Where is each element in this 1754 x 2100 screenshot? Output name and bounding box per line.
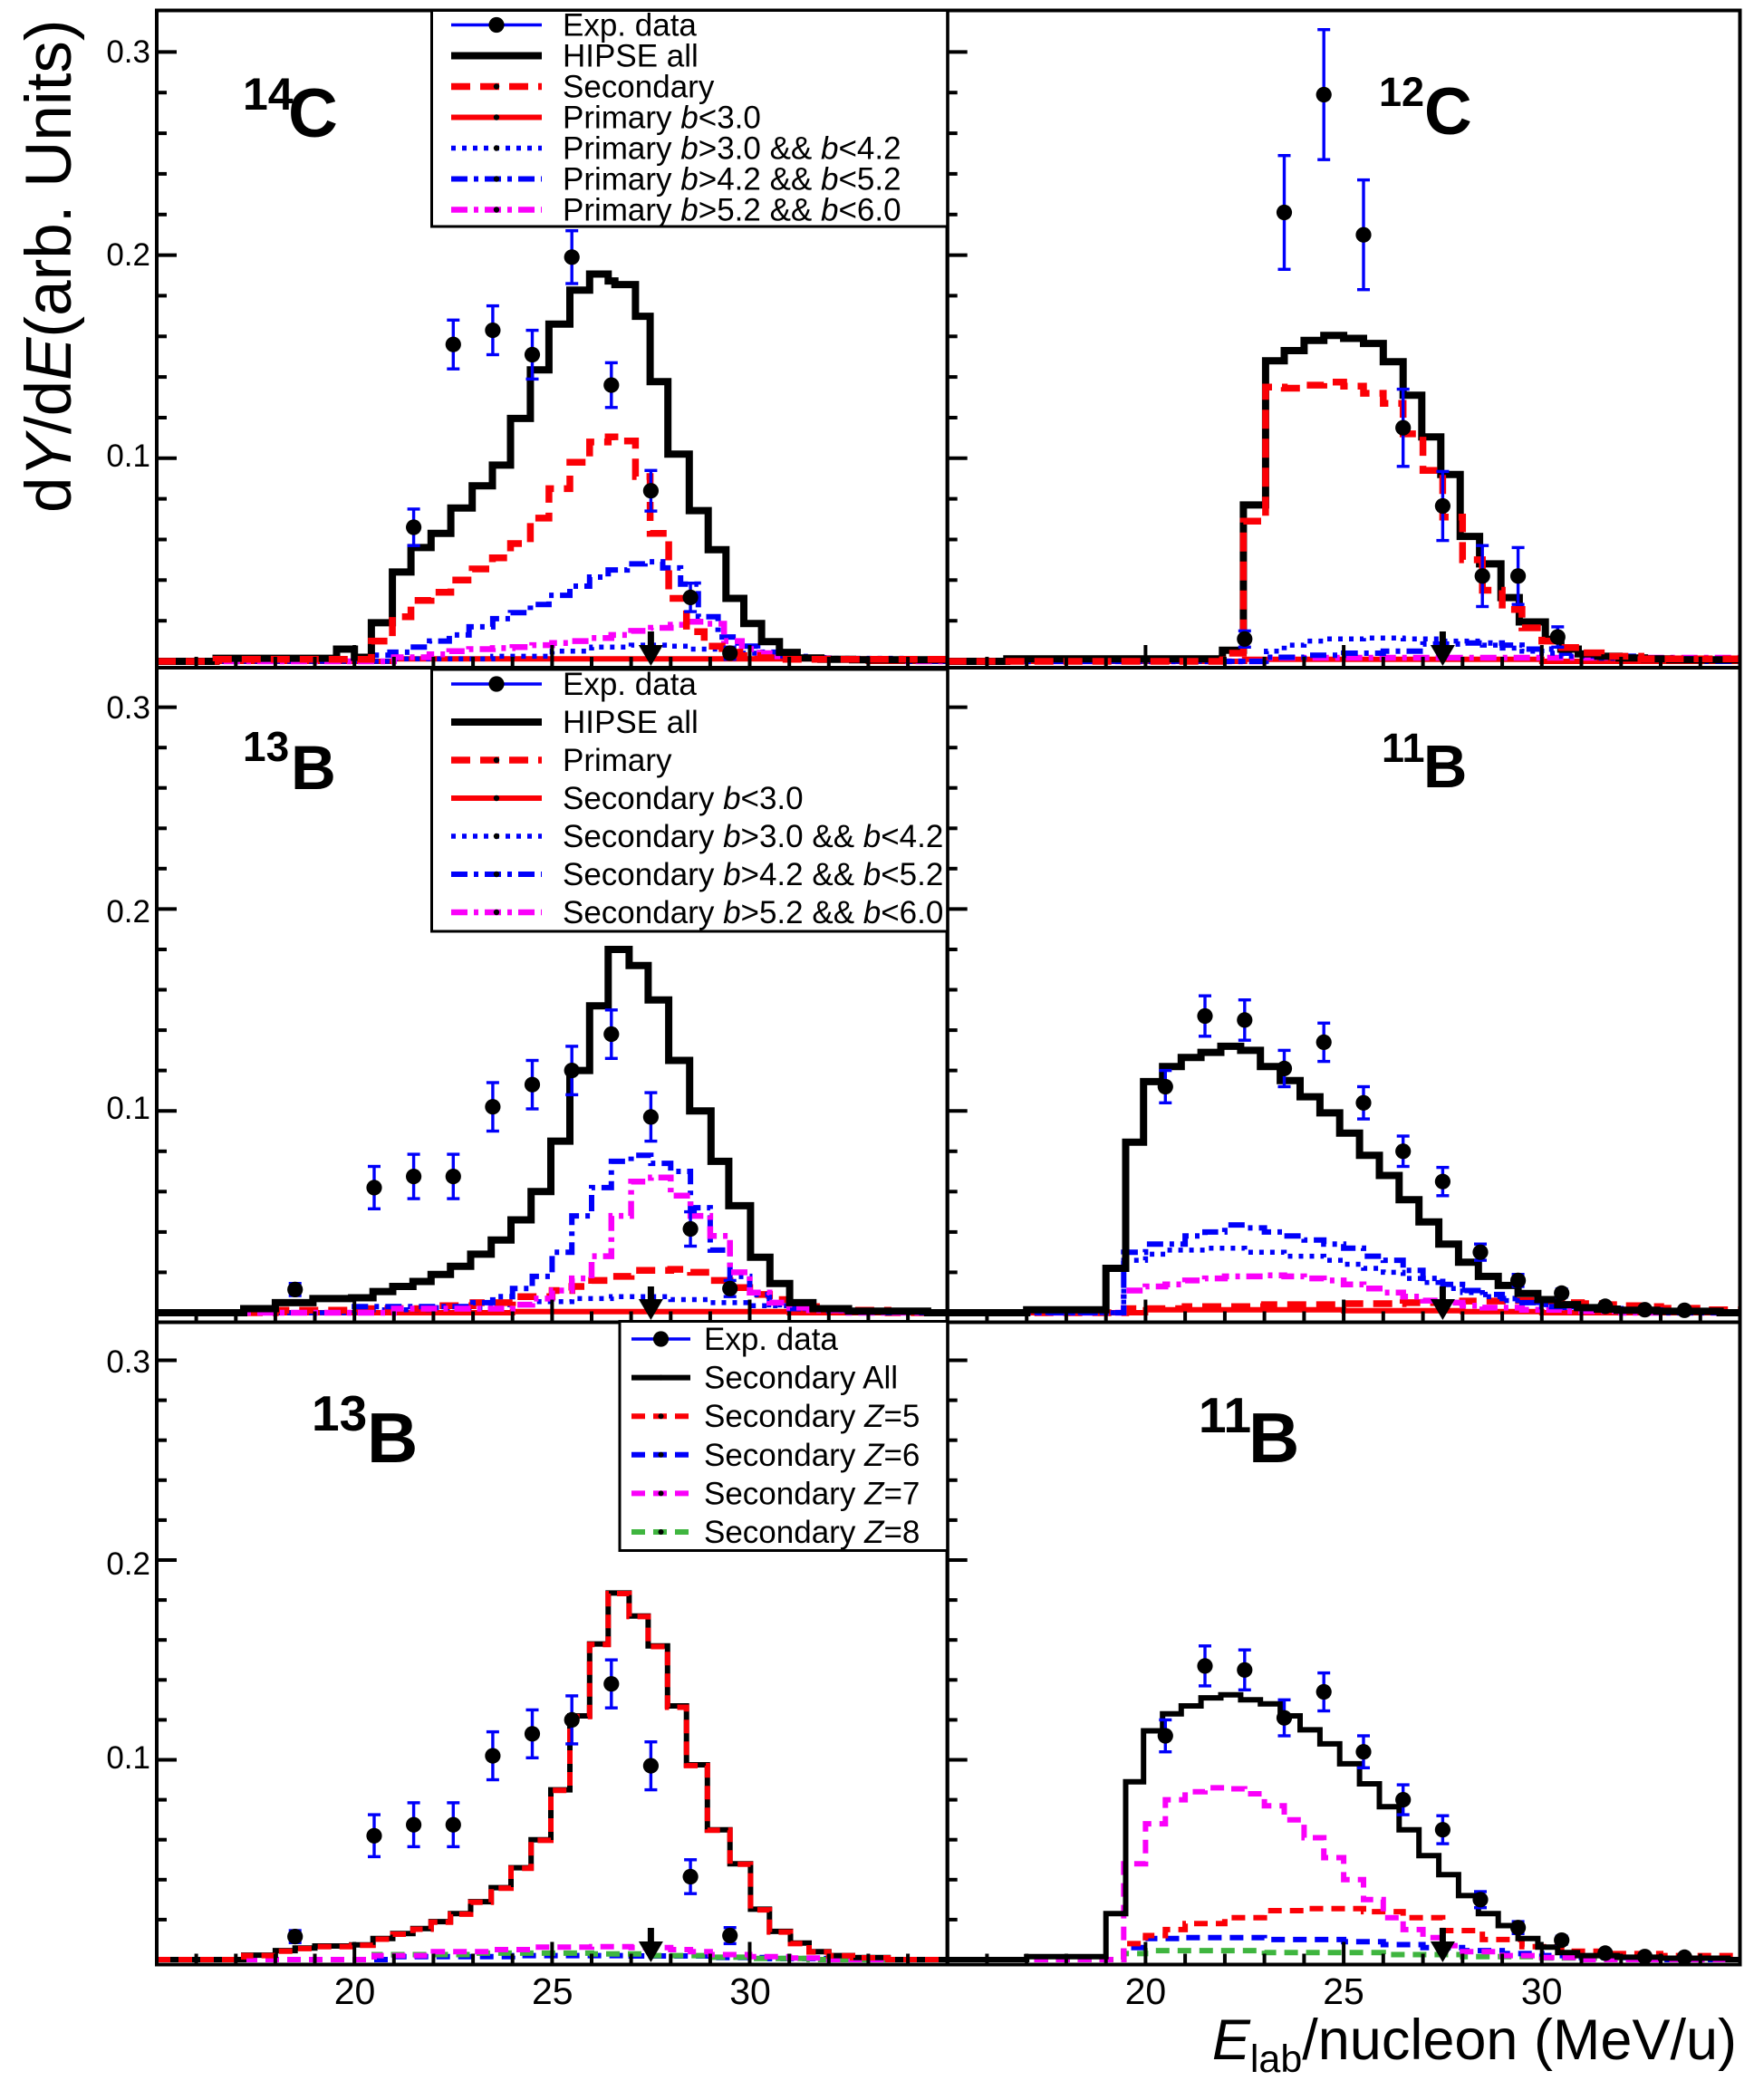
svg-text:25: 25 bbox=[1323, 1970, 1364, 2012]
svg-text:Exp. data: Exp. data bbox=[563, 8, 697, 43]
svg-text:0.3: 0.3 bbox=[106, 690, 150, 726]
svg-text:Exp. data: Exp. data bbox=[704, 1322, 838, 1357]
svg-text:0.2: 0.2 bbox=[106, 237, 150, 273]
svg-text:C: C bbox=[1424, 75, 1472, 149]
svg-text:14: 14 bbox=[243, 69, 294, 120]
svg-text:12: 12 bbox=[1379, 69, 1424, 115]
svg-text:Exp. data: Exp. data bbox=[563, 667, 697, 702]
svg-text:25: 25 bbox=[532, 1970, 573, 2012]
svg-text:Secondary Z=6: Secondary Z=6 bbox=[704, 1438, 920, 1473]
svg-text:30: 30 bbox=[1521, 1970, 1563, 2012]
svg-text:0.1: 0.1 bbox=[106, 1740, 150, 1776]
svg-text:HIPSE all: HIPSE all bbox=[563, 39, 699, 74]
svg-text:Secondary Z=5: Secondary Z=5 bbox=[704, 1399, 920, 1434]
svg-text:20: 20 bbox=[334, 1970, 376, 2012]
svg-text:0.2: 0.2 bbox=[106, 894, 150, 930]
svg-text:B: B bbox=[291, 733, 336, 803]
svg-text:Secondary b<3.0: Secondary b<3.0 bbox=[563, 781, 804, 816]
svg-text:C: C bbox=[288, 75, 338, 152]
svg-text:Secondary Z=8: Secondary Z=8 bbox=[704, 1515, 920, 1550]
svg-text:dY/dE(arb. Units): dY/dE(arb. Units) bbox=[14, 19, 85, 513]
svg-text:Secondary: Secondary bbox=[563, 70, 715, 105]
svg-text:B: B bbox=[1248, 1398, 1299, 1478]
svg-text:0.1: 0.1 bbox=[106, 438, 150, 474]
svg-text:B: B bbox=[1423, 733, 1467, 801]
svg-text:Elab/nucleon (MeV/u): Elab/nucleon (MeV/u) bbox=[1212, 2008, 1737, 2081]
svg-text:30: 30 bbox=[729, 1970, 771, 2012]
svg-text:Primary: Primary bbox=[563, 743, 672, 778]
svg-text:Secondary All: Secondary All bbox=[704, 1361, 898, 1396]
svg-text:13: 13 bbox=[243, 723, 289, 770]
svg-text:0.3: 0.3 bbox=[106, 34, 150, 70]
svg-text:Primary b>3.0 && b<4.2: Primary b>3.0 && b<4.2 bbox=[563, 131, 901, 167]
svg-text:11: 11 bbox=[1382, 725, 1425, 771]
svg-text:B: B bbox=[367, 1398, 418, 1478]
svg-text:Secondary b>4.2 && b<5.2: Secondary b>4.2 && b<5.2 bbox=[563, 857, 943, 892]
svg-text:0.3: 0.3 bbox=[106, 1344, 150, 1380]
svg-text:Secondary b>5.2 && b<6.0: Secondary b>5.2 && b<6.0 bbox=[563, 895, 943, 930]
svg-text:11: 11 bbox=[1199, 1387, 1251, 1443]
svg-text:20: 20 bbox=[1125, 1970, 1167, 2012]
svg-text:Primary b>5.2 && b<6.0: Primary b>5.2 && b<6.0 bbox=[563, 193, 901, 228]
svg-text:Secondary b>3.0 && b<4.2: Secondary b>3.0 && b<4.2 bbox=[563, 819, 943, 854]
svg-text:Primary b<3.0: Primary b<3.0 bbox=[563, 101, 761, 136]
svg-text:0.2: 0.2 bbox=[106, 1546, 150, 1582]
svg-text:Secondary Z=7: Secondary Z=7 bbox=[704, 1476, 920, 1511]
svg-text:13: 13 bbox=[312, 1385, 367, 1441]
svg-text:0.1: 0.1 bbox=[106, 1091, 150, 1126]
svg-text:Primary b>4.2 && b<5.2: Primary b>4.2 && b<5.2 bbox=[563, 162, 901, 197]
svg-text:HIPSE all: HIPSE all bbox=[563, 705, 699, 740]
